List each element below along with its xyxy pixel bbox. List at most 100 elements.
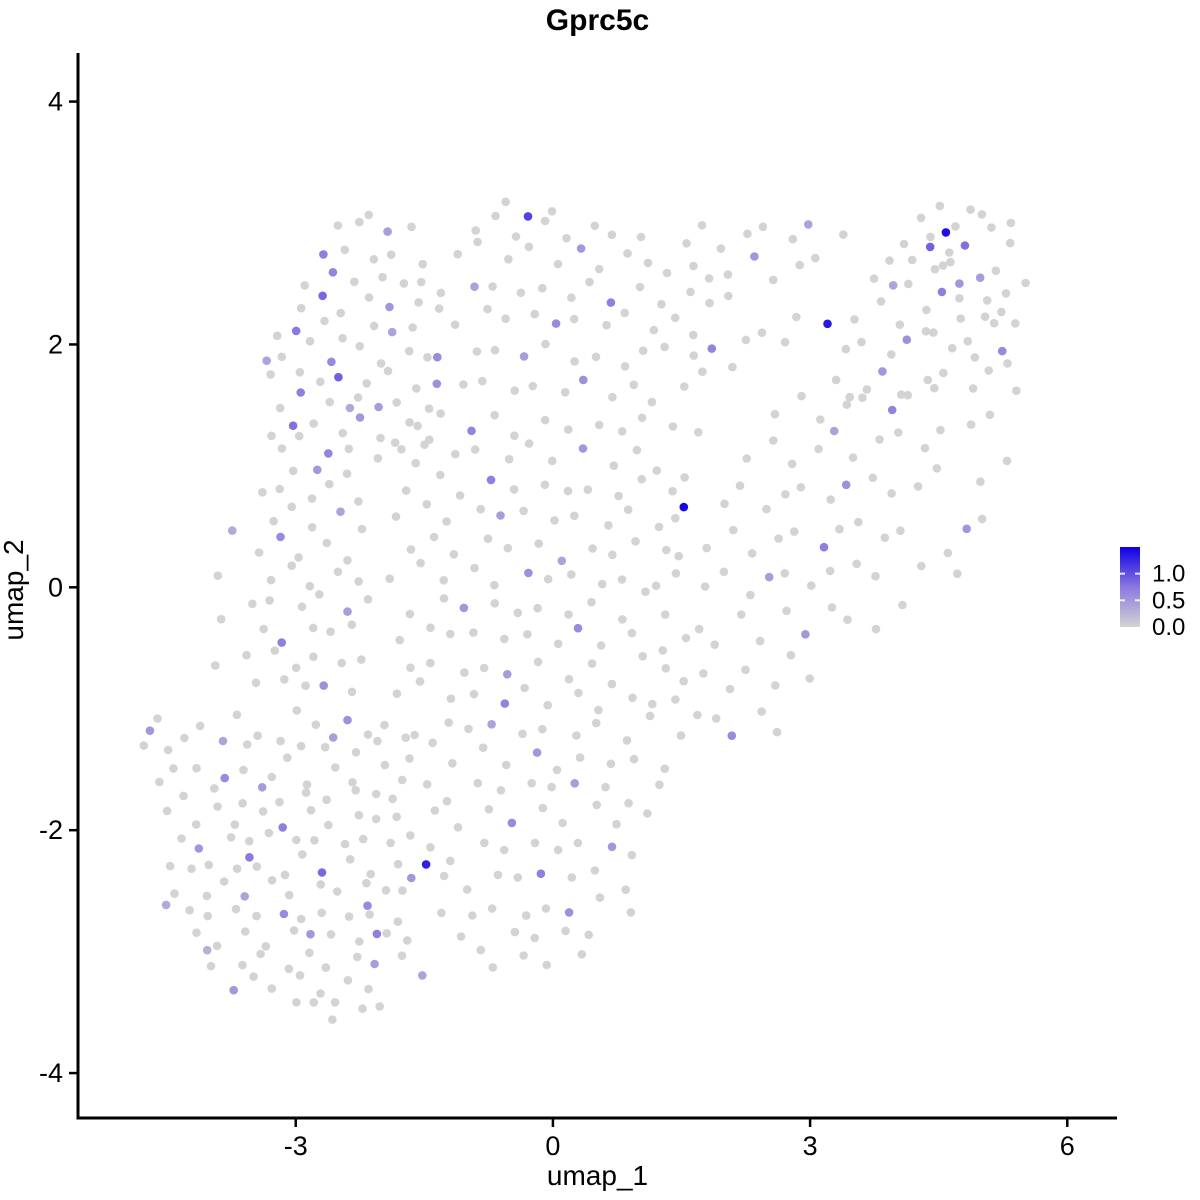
data-point <box>398 886 407 895</box>
data-point <box>533 657 543 667</box>
data-point <box>275 403 285 413</box>
data-point <box>595 893 605 902</box>
data-point <box>287 502 297 512</box>
data-point <box>606 759 616 769</box>
data-point <box>206 961 216 971</box>
data-point <box>310 836 319 845</box>
data-point <box>520 683 529 693</box>
data-point <box>219 877 229 886</box>
data-point <box>899 239 909 249</box>
data-point <box>843 615 852 624</box>
data-point <box>904 279 913 289</box>
data-point <box>464 724 473 734</box>
data-point <box>380 720 389 730</box>
data-point <box>780 337 790 347</box>
data-point <box>436 470 445 480</box>
data-point <box>471 226 481 235</box>
data-point <box>229 985 238 995</box>
data-point <box>298 850 307 859</box>
data-point <box>204 860 214 870</box>
data-point <box>935 201 945 211</box>
data-point <box>165 861 175 871</box>
data-point <box>155 777 164 787</box>
data-point <box>386 838 395 848</box>
legend-tick-label: 0.0 <box>1152 614 1185 641</box>
data-point <box>446 694 456 703</box>
data-point <box>540 415 550 425</box>
data-point <box>269 516 278 526</box>
data-point <box>305 948 314 958</box>
data-point <box>670 313 680 323</box>
data-point <box>470 445 480 454</box>
data-point <box>426 623 435 632</box>
data-point <box>823 319 832 329</box>
data-point <box>307 523 317 532</box>
data-point <box>354 810 364 820</box>
data-point <box>907 255 917 265</box>
data-point <box>294 553 303 562</box>
data-point <box>596 641 606 650</box>
data-point <box>393 859 403 869</box>
data-point <box>621 885 630 894</box>
data-point <box>307 494 317 503</box>
data-point <box>333 567 343 577</box>
data-point <box>280 870 290 880</box>
data-point <box>662 545 671 555</box>
data-point <box>987 223 996 232</box>
data-point <box>530 933 539 943</box>
data-point <box>296 914 306 924</box>
data-point <box>661 664 671 673</box>
data-point <box>180 733 189 743</box>
data-point <box>854 517 863 527</box>
data-point <box>735 481 745 491</box>
data-point <box>292 706 302 715</box>
data-point <box>239 765 248 775</box>
data-point <box>682 239 691 248</box>
data-point <box>213 802 222 811</box>
data-point <box>297 602 307 611</box>
data-point <box>490 345 500 355</box>
data-point <box>353 952 362 962</box>
data-point <box>370 959 379 969</box>
data-point <box>334 372 343 382</box>
data-point <box>291 663 301 673</box>
data-point <box>623 249 632 258</box>
data-point <box>875 435 884 444</box>
data-point <box>275 484 285 494</box>
data-point <box>405 346 414 356</box>
data-point <box>894 428 903 437</box>
data-point <box>469 628 478 637</box>
data-point <box>161 900 171 910</box>
data-point <box>547 782 556 792</box>
data-point <box>493 870 503 880</box>
data-point <box>213 571 223 580</box>
data-point <box>707 344 717 353</box>
data-point <box>503 543 513 553</box>
data-point <box>658 646 668 655</box>
data-point <box>523 212 533 221</box>
data-point <box>829 426 839 436</box>
data-point <box>267 984 277 993</box>
data-point <box>570 357 579 366</box>
data-point <box>587 659 597 668</box>
data-point <box>575 753 585 762</box>
data-point <box>814 444 823 454</box>
data-point <box>562 233 571 243</box>
data-point <box>541 904 551 913</box>
data-point <box>373 454 383 463</box>
data-point <box>649 325 659 335</box>
data-point <box>272 331 282 341</box>
data-point <box>584 930 593 940</box>
data-point <box>962 524 971 534</box>
data-point <box>757 328 767 338</box>
y-tick-label: 0 <box>48 572 63 602</box>
data-point <box>245 853 254 862</box>
data-point <box>938 261 948 270</box>
data-point <box>637 413 647 423</box>
data-point <box>355 413 365 422</box>
data-point <box>638 346 648 356</box>
data-point <box>385 574 395 583</box>
data-point <box>588 544 597 553</box>
data-point <box>553 259 563 269</box>
